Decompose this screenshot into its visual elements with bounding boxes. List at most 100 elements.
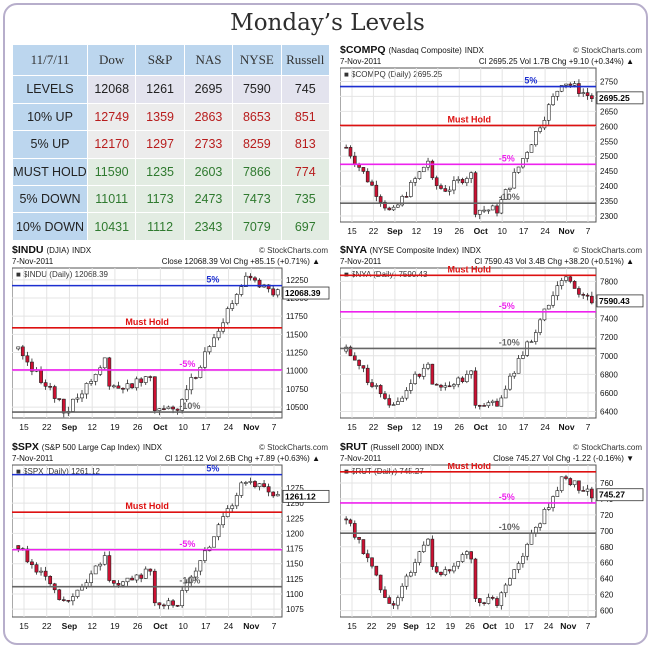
candle-body xyxy=(590,95,594,99)
candle-body xyxy=(443,569,448,576)
cell: 1297 xyxy=(135,130,185,159)
candle-body xyxy=(409,572,413,577)
candle-body xyxy=(490,205,495,211)
candle-body xyxy=(447,385,452,388)
candle-body xyxy=(212,337,216,347)
candle-body xyxy=(107,555,112,581)
cell: 697 xyxy=(280,212,331,241)
candle-body xyxy=(180,590,185,607)
level-label: Must Hold xyxy=(448,114,492,124)
cell: 1235 xyxy=(135,157,185,187)
candle-body xyxy=(20,346,25,357)
x-tick-label: 15 xyxy=(347,226,357,236)
candle-body xyxy=(551,295,555,306)
candle-body xyxy=(542,308,547,321)
candle-body xyxy=(121,387,125,390)
x-tick-label: 19 xyxy=(446,621,456,631)
candle-body xyxy=(230,303,235,309)
col-header: NAS xyxy=(183,43,234,77)
candle-body xyxy=(80,393,84,399)
candle-body xyxy=(193,570,198,578)
candle-body xyxy=(357,359,361,366)
candle-body xyxy=(365,553,370,559)
candle-body xyxy=(75,589,80,597)
cell: 8653 xyxy=(232,102,282,132)
chart-nya-svg: ■ $NYA (Daily) 7590.43640066006800700072… xyxy=(340,266,644,432)
x-tick-label: 12 xyxy=(87,621,97,631)
candle-body xyxy=(370,557,374,567)
level-label: 5% xyxy=(524,76,537,86)
y-tick-label: 1150 xyxy=(286,560,304,569)
row-label: 10% UP xyxy=(12,102,88,132)
y-tick-label: 12250 xyxy=(286,276,309,285)
candle-body xyxy=(365,171,370,183)
x-tick-label: 17 xyxy=(519,422,529,432)
candle-body xyxy=(581,490,586,492)
candle-body xyxy=(98,563,103,567)
y-tick-label: 6800 xyxy=(600,370,618,379)
x-tick-label: 17 xyxy=(524,621,534,631)
candle-body xyxy=(71,398,75,412)
y-tick-label: 7000 xyxy=(600,352,618,361)
row-label: 5% UP xyxy=(12,130,88,159)
candle-body xyxy=(344,146,348,149)
candle-body xyxy=(61,398,66,414)
chart-watermark: © StockCharts.com xyxy=(572,443,642,452)
chart-exchange: INDX xyxy=(142,443,162,452)
candle-body xyxy=(465,374,469,382)
cell: 8259 xyxy=(232,130,282,159)
candle-body xyxy=(559,85,564,92)
candle-body xyxy=(89,573,93,583)
last-value-box xyxy=(282,489,330,503)
chart-panel-rut: $RUT (Russell 2000) INDX © StockCharts.c… xyxy=(340,441,644,638)
candle-body xyxy=(499,592,504,606)
x-tick-label: 22 xyxy=(367,621,377,631)
candle-body xyxy=(352,523,357,538)
chart-symbol-text: $SPX xyxy=(12,441,39,453)
candle-body xyxy=(370,382,374,387)
candle-body xyxy=(426,538,430,546)
candle-body xyxy=(460,377,465,382)
y-tick-label: 1100 xyxy=(286,590,304,599)
candle-body xyxy=(116,582,121,586)
cell: 2343 xyxy=(183,212,234,241)
candle-body xyxy=(193,377,198,379)
x-tick-label: 7 xyxy=(586,226,591,236)
candle-body xyxy=(421,367,426,377)
candle-body xyxy=(230,505,235,509)
chart-compq-svg: ■ $COMPQ (Daily) 2695.25 2300 2350 2400 2450… xyxy=(340,67,644,236)
x-tick-label: 15 xyxy=(347,422,357,432)
chart-symbol-text: $INDU xyxy=(12,244,44,256)
candle-body xyxy=(400,585,404,599)
y-tick-label: 1125 xyxy=(286,575,304,584)
last-value-label: 1261.12 xyxy=(285,491,316,501)
x-tick-label: Oct xyxy=(153,422,167,432)
candle-body xyxy=(71,596,75,602)
cell: 10431 xyxy=(86,212,137,241)
candle-body xyxy=(374,385,379,387)
candle-body xyxy=(581,294,586,296)
candle-body xyxy=(585,92,590,96)
x-tick-label: 24 xyxy=(544,621,554,631)
candle-body xyxy=(551,96,555,106)
candle-body xyxy=(391,404,396,406)
candle-body xyxy=(352,355,357,361)
candle-body xyxy=(534,526,538,534)
chart-name: (DJIA) xyxy=(46,246,70,255)
candle-body xyxy=(365,367,370,383)
candle-body xyxy=(275,289,280,296)
candle-body xyxy=(357,537,361,540)
candle-body xyxy=(409,383,413,391)
candle-body xyxy=(529,341,534,343)
cell: 2473 xyxy=(183,184,234,214)
candle-body xyxy=(271,491,276,497)
candle-body xyxy=(262,483,266,487)
candle-body xyxy=(542,509,547,525)
candle-body xyxy=(477,405,482,407)
chart-rut-svg: ■ $RUT (Daily) 745.276006206406606807007… xyxy=(340,463,644,631)
candle-body xyxy=(111,580,116,584)
candle-body xyxy=(503,388,508,399)
candle-body xyxy=(139,574,144,579)
candle-body xyxy=(585,488,590,492)
candle-body xyxy=(387,597,392,604)
